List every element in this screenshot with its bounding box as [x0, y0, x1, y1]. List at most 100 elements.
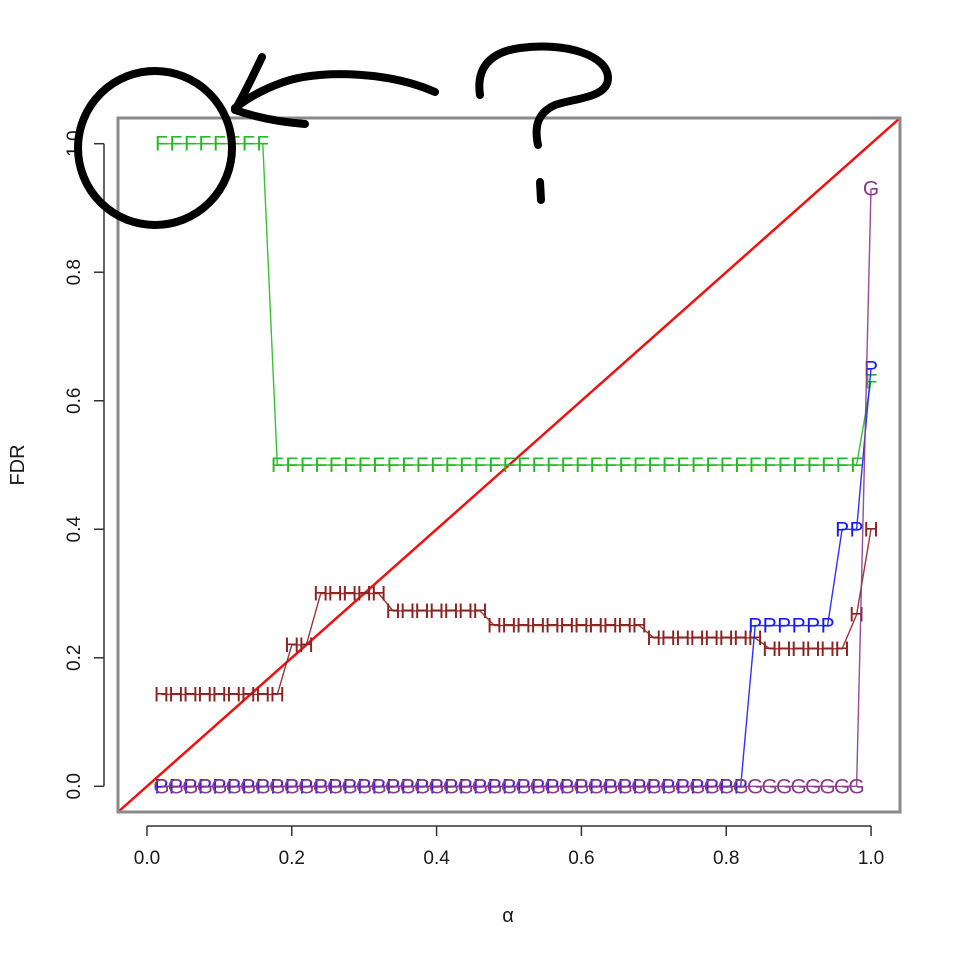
point-H: H — [443, 600, 458, 623]
point-G: G — [240, 775, 256, 798]
y-tick-label: 0.2 — [64, 645, 85, 671]
point-F: F — [314, 454, 327, 477]
arrow-shaft — [231, 70, 439, 112]
point-P: P — [777, 615, 791, 638]
point-F: F — [749, 454, 762, 477]
question-mark-dot — [536, 178, 545, 204]
point-F: F — [792, 454, 805, 477]
point-G: G — [515, 775, 531, 798]
point-H: H — [357, 583, 372, 606]
point-H: H — [849, 604, 864, 627]
point-H: H — [863, 518, 878, 541]
point-G: G — [675, 775, 691, 798]
point-G: G — [457, 775, 473, 798]
point-F: F — [705, 454, 718, 477]
series-line-G — [161, 188, 872, 787]
point-G: G — [414, 775, 430, 798]
point-F: F — [271, 454, 284, 477]
point-G: G — [182, 775, 198, 798]
point-F: F — [575, 454, 588, 477]
point-G: G — [761, 775, 777, 798]
point-G: G — [284, 775, 300, 798]
point-F: F — [430, 454, 443, 477]
point-H: H — [313, 583, 328, 606]
point-F: F — [821, 454, 834, 477]
point-F: F — [213, 133, 226, 156]
point-F: F — [589, 454, 602, 477]
point-G: G — [588, 775, 604, 798]
point-G: G — [660, 775, 676, 798]
point-F: F — [618, 454, 631, 477]
point-H: H — [284, 634, 299, 657]
point-F: F — [459, 454, 472, 477]
point-G: G — [819, 775, 835, 798]
x-tick-label: 1.0 — [858, 848, 884, 869]
point-G: G — [790, 775, 806, 798]
point-F: F — [503, 454, 516, 477]
series-F: F F F F F F F FF F F F F F F F F F F F F F F F F F F F F F F F F F F F F F F F… — [155, 133, 877, 477]
point-G: G — [776, 775, 792, 798]
point-P: P — [792, 615, 806, 638]
x-axis-label: α — [502, 905, 514, 927]
point-G: G — [269, 775, 285, 798]
point-F: F — [778, 454, 791, 477]
point-H: H — [501, 615, 516, 638]
point-H: H — [386, 600, 401, 623]
point-G: G — [298, 775, 314, 798]
point-F: F — [242, 133, 255, 156]
point-H: H — [168, 683, 183, 706]
point-F: F — [300, 454, 313, 477]
point-F: F — [155, 133, 168, 156]
point-H: H — [342, 583, 357, 606]
point-G: G — [197, 775, 213, 798]
point-F: F — [488, 454, 501, 477]
point-H: H — [429, 600, 444, 623]
point-H: H — [661, 627, 676, 650]
point-G: G — [443, 775, 459, 798]
point-F: F — [850, 454, 863, 477]
point-P: P — [821, 615, 835, 638]
point-G: G — [370, 775, 386, 798]
question-mark-icon — [475, 42, 612, 149]
point-H: H — [458, 600, 473, 623]
arrow-head — [231, 53, 309, 128]
point-G: G — [486, 775, 502, 798]
point-H: H — [183, 683, 198, 706]
point-G: G — [573, 775, 589, 798]
point-F: F — [416, 454, 429, 477]
series-H: H H H H H H H H HH HH H H H HH H H H H H HH H H H H H H H H H HH H H H H H… — [154, 518, 879, 706]
point-G: G — [226, 775, 242, 798]
point-H: H — [617, 615, 632, 638]
point-G: G — [646, 775, 662, 798]
point-H: H — [748, 627, 763, 650]
point-H: H — [255, 683, 270, 706]
point-G: G — [385, 775, 401, 798]
point-F: F — [256, 133, 269, 156]
point-G: G — [718, 775, 734, 798]
point-H: H — [791, 638, 806, 661]
point-G: G — [805, 775, 821, 798]
point-G: G — [211, 775, 227, 798]
point-F: F — [647, 454, 660, 477]
point-P: P — [748, 615, 762, 638]
point-H: H — [559, 615, 574, 638]
point-F: F — [343, 454, 356, 477]
point-G: G — [863, 178, 879, 201]
point-H: H — [690, 627, 705, 650]
point-G: G — [472, 775, 488, 798]
point-G: G — [153, 775, 169, 798]
series-line-H — [161, 529, 872, 696]
hand-drawn-annotations — [74, 42, 612, 229]
point-F: F — [763, 454, 776, 477]
x-tick-label: 0.6 — [568, 848, 594, 869]
point-H: H — [820, 638, 835, 661]
point-G: G — [168, 775, 184, 798]
x-tick-label: 0.4 — [423, 848, 450, 869]
point-G: G — [327, 775, 343, 798]
point-H: H — [646, 627, 661, 650]
point-H: H — [472, 600, 487, 623]
point-G: G — [704, 775, 720, 798]
point-F: F — [633, 454, 646, 477]
